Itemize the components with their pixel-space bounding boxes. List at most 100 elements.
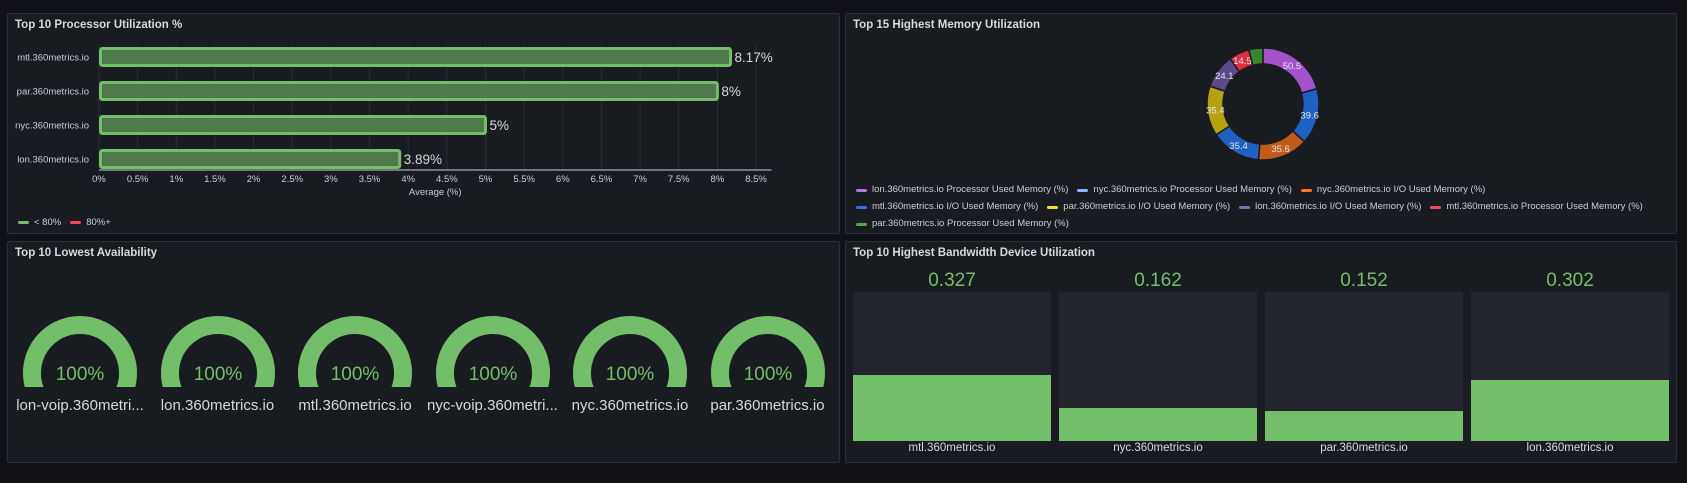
stat-background bbox=[1265, 292, 1463, 441]
data-label: 3.89% bbox=[404, 152, 442, 167]
legend-item[interactable]: mtl.360metrics.io Processor Used Memory … bbox=[1430, 199, 1643, 216]
legend-swatch bbox=[856, 205, 867, 209]
gauge-fill bbox=[710, 316, 825, 387]
gauge-chart: 100% bbox=[435, 316, 550, 387]
gauge-label: mtl.360metrics.io bbox=[298, 397, 412, 414]
slice-label: 39.6 bbox=[1300, 111, 1319, 122]
bandwidth-stat[interactable]: 0.152 par.360metrics.io bbox=[1265, 242, 1463, 462]
availability-gauge[interactable]: 100% lon.360metrics.io bbox=[150, 297, 286, 457]
stat-label: par.360metrics.io bbox=[1320, 442, 1408, 454]
availability-gauge[interactable]: 100% lon-voip.360metri... bbox=[12, 297, 148, 457]
legend-item[interactable]: nyc.360metrics.io Processor Used Memory … bbox=[1077, 182, 1292, 199]
legend-item[interactable]: < 80% bbox=[18, 217, 61, 228]
gauge-value: 100% bbox=[743, 364, 792, 385]
y-tick-label: lon.360metrics.io bbox=[17, 155, 89, 166]
bar bbox=[99, 149, 402, 169]
slice-label: 35.6 bbox=[1271, 144, 1290, 155]
gauge-fill bbox=[298, 316, 412, 387]
stat-label: nyc.360metrics.io bbox=[1113, 442, 1203, 454]
memory-donut-chart: 50.5 39.6 35.6 35.4 35.4 24.1 14.5 bbox=[1206, 47, 1320, 161]
legend-swatch bbox=[1300, 189, 1312, 192]
gauge-value: 100% bbox=[606, 364, 655, 385]
legend-item[interactable]: 80%+ bbox=[70, 217, 111, 228]
stat-value: 0.302 bbox=[1546, 270, 1594, 291]
gauge-label: par.360metrics.io bbox=[710, 397, 825, 414]
gauge-chart: 100% bbox=[710, 316, 825, 387]
bar bbox=[99, 81, 719, 101]
availability-gauge[interactable]: 100% nyc-voip.360metri... bbox=[425, 297, 561, 457]
legend-label: mtl.360metrics.io Processor Used Memory … bbox=[1446, 201, 1643, 212]
slice-label: 35.4 bbox=[1206, 106, 1225, 117]
gauge-fill bbox=[435, 316, 550, 387]
legend-label: nyc.360metrics.io Processor Used Memory … bbox=[1093, 184, 1292, 196]
x-tick-label: 7% bbox=[633, 174, 647, 185]
x-tick-label: 4.5% bbox=[436, 174, 458, 185]
legend-label: par.360metrics.io I/O Used Memory (%) bbox=[1063, 201, 1231, 212]
x-tick-label: 0% bbox=[92, 174, 106, 185]
availability-gauge[interactable]: 100% par.360metrics.io bbox=[700, 297, 836, 457]
x-tick-label: 4% bbox=[401, 174, 415, 185]
x-tick-label: 1.5% bbox=[204, 174, 226, 185]
legend-item[interactable]: lon.360metrics.io I/O Used Memory (%) bbox=[1239, 199, 1421, 216]
bandwidth-panel: Top 10 Highest Bandwidth Device Utilizat… bbox=[845, 241, 1677, 463]
gauge-chart: 100% bbox=[298, 316, 412, 387]
legend-label: lon.360metrics.io Processor Used Memory … bbox=[872, 184, 1069, 196]
legend-label: 80%+ bbox=[86, 217, 111, 228]
x-tick-label: 7.5% bbox=[668, 174, 690, 185]
legend-item[interactable]: par.360metrics.io Processor Used Memory … bbox=[856, 216, 1069, 233]
stat-background bbox=[1059, 292, 1257, 441]
y-tick-label: par.360metrics.io bbox=[17, 87, 89, 98]
legend-swatch bbox=[1239, 205, 1251, 209]
stat-fill-bar bbox=[1471, 380, 1669, 441]
cpu-utilization-panel: Top 10 Processor Utilization % 0% 0.5% 1% 1… bbox=[7, 13, 840, 234]
gauge-label: lon.360metrics.io bbox=[160, 397, 275, 414]
bandwidth-stat[interactable]: 0.162 nyc.360metrics.io bbox=[1059, 242, 1257, 462]
stat-value: 0.152 bbox=[1340, 270, 1388, 291]
x-tick-label: 8% bbox=[711, 174, 725, 185]
legend-swatch bbox=[70, 221, 82, 224]
x-tick-label: 3% bbox=[324, 174, 338, 185]
panel-title[interactable]: Top 10 Highest Bandwidth Device Utilizat… bbox=[853, 247, 1095, 259]
data-label: 5% bbox=[490, 118, 510, 133]
x-tick-label: 3.5% bbox=[359, 174, 381, 185]
data-label: 8.17% bbox=[735, 50, 773, 65]
legend-label: < 80% bbox=[34, 217, 62, 228]
legend-label: lon.360metrics.io I/O Used Memory (%) bbox=[1255, 201, 1422, 212]
gauge-chart: 100% bbox=[573, 316, 687, 387]
stat-value: 0.327 bbox=[928, 270, 976, 291]
gauge-value: 100% bbox=[56, 364, 105, 385]
legend-item[interactable]: nyc.360metrics.io I/O Used Memory (%) bbox=[1300, 182, 1485, 199]
stat-background bbox=[853, 292, 1051, 441]
gauge-fill bbox=[23, 316, 137, 387]
legend-item[interactable]: mtl.360metrics.io I/O Used Memory (%) bbox=[856, 199, 1038, 216]
cpu-legend: < 80% 80%+ bbox=[18, 216, 120, 228]
x-tick-label: 2% bbox=[247, 174, 261, 185]
panel-title[interactable]: Top 10 Lowest Availability bbox=[15, 247, 158, 259]
bandwidth-stat[interactable]: 0.302 lon.360metrics.io bbox=[1471, 242, 1669, 462]
y-tick-label: mtl.360metrics.io bbox=[17, 53, 89, 64]
legend-swatch bbox=[1047, 205, 1059, 209]
legend-swatch bbox=[1430, 205, 1442, 209]
availability-gauge[interactable]: 100% nyc.360metrics.io bbox=[562, 297, 698, 457]
stat-value: 0.162 bbox=[1134, 270, 1182, 291]
legend-item[interactable]: lon.360metrics.io Processor Used Memory … bbox=[856, 182, 1068, 199]
gauge-label: nyc-voip.360metri... bbox=[427, 397, 558, 414]
gauge-value: 100% bbox=[468, 364, 517, 385]
gauge-fill bbox=[573, 316, 687, 387]
legend-swatch bbox=[856, 189, 867, 192]
donut-slice bbox=[1247, 47, 1264, 67]
panel-title[interactable]: Top 15 Highest Memory Utilization bbox=[853, 19, 1040, 31]
availability-gauge[interactable]: 100% mtl.360metrics.io bbox=[287, 297, 423, 457]
x-tick-label: 6% bbox=[556, 174, 570, 185]
legend-item[interactable]: par.360metrics.io I/O Used Memory (%) bbox=[1047, 199, 1230, 216]
slice-label: 14.5 bbox=[1233, 56, 1252, 67]
bandwidth-stat[interactable]: 0.327 mtl.360metrics.io bbox=[853, 242, 1051, 462]
availability-panel: Top 10 Lowest Availability 100% lon-voip.… bbox=[7, 241, 840, 463]
bar bbox=[99, 47, 733, 67]
panel-title[interactable]: Top 10 Processor Utilization % bbox=[15, 19, 183, 31]
x-axis-label: Average (%) bbox=[409, 187, 462, 198]
bar bbox=[99, 115, 487, 135]
x-tick-label: 5% bbox=[479, 174, 493, 185]
gauge-fill bbox=[160, 316, 275, 387]
legend-swatch bbox=[1077, 189, 1089, 192]
